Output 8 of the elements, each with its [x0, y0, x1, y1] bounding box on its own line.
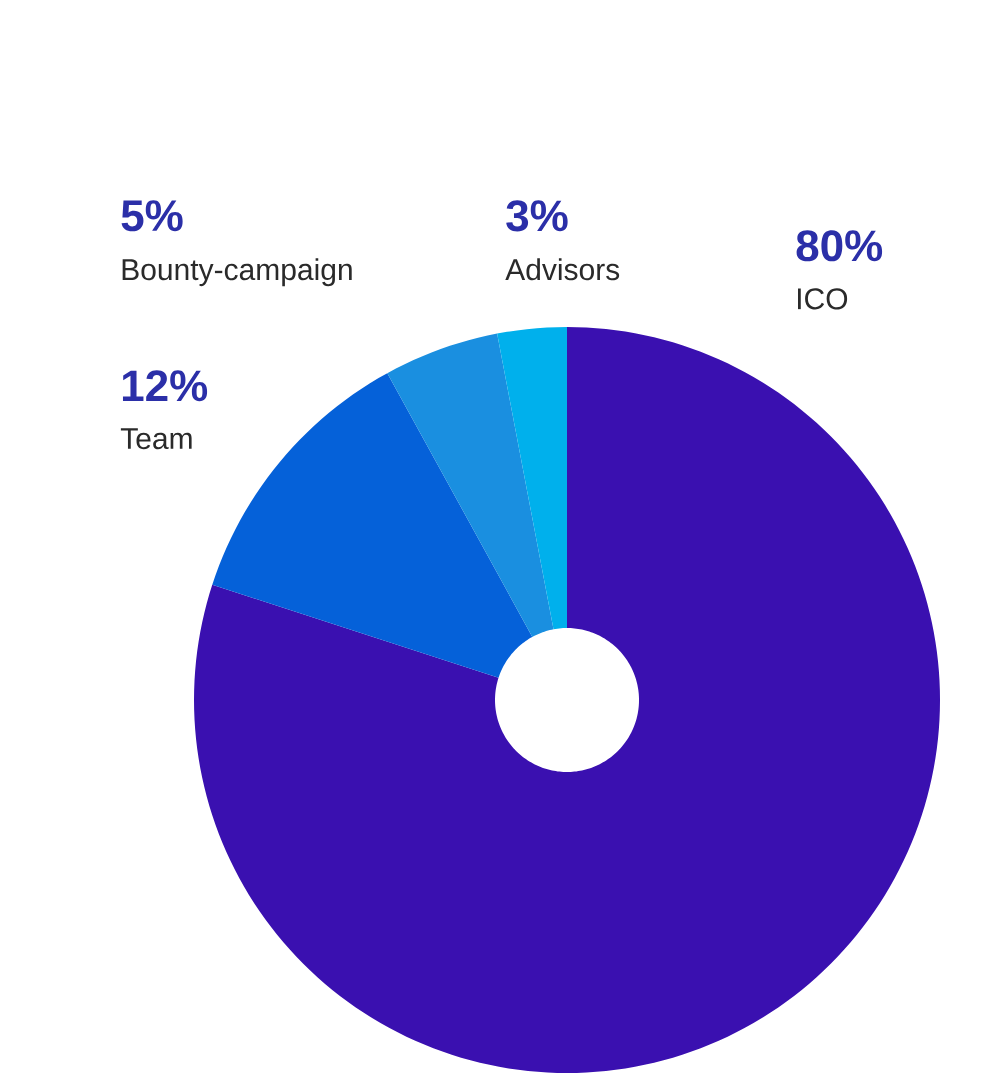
- data-label: 80%: [796, 230, 883, 262]
- data-label: 12%: [122, 370, 208, 402]
- slice-label: Team: [120, 428, 192, 450]
- data-label: 5%: [121, 200, 183, 232]
- slice-label: ICO: [797, 288, 848, 310]
- slice-label: Advisors: [505, 258, 620, 281]
- slice-label: Bounty-campaign: [122, 258, 352, 287]
- data-label: 3%: [506, 200, 568, 232]
